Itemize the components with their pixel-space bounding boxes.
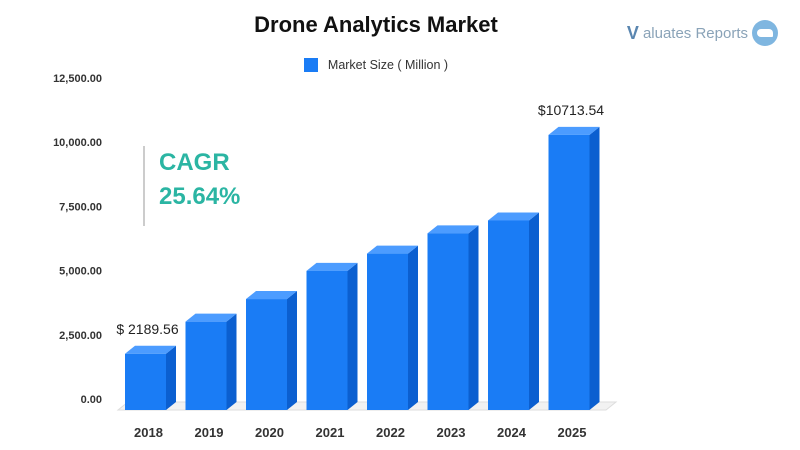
bar-side xyxy=(347,262,358,410)
legend: Market Size ( Million ) xyxy=(0,58,752,72)
x-tick-label: 2024 xyxy=(497,425,527,440)
x-tick-label: 2019 xyxy=(195,425,224,440)
cagr-callout: CAGR 25.64% xyxy=(143,146,240,226)
bar-side xyxy=(166,345,176,410)
x-tick-label: 2023 xyxy=(437,425,466,440)
bar xyxy=(548,134,590,411)
bar-top xyxy=(306,262,358,271)
chart-title: Drone Analytics Market xyxy=(254,12,498,37)
brand-logo: V aluates Reports xyxy=(627,20,778,46)
x-tick-label: 2021 xyxy=(316,425,345,440)
bar xyxy=(427,233,469,410)
bar-top xyxy=(246,291,297,300)
bar-side xyxy=(468,225,479,410)
bar-top xyxy=(185,313,237,322)
data-label: $10713.54 xyxy=(538,102,604,118)
bar-side xyxy=(529,212,539,410)
legend-swatch xyxy=(303,58,318,72)
bar xyxy=(306,270,348,410)
bar-top xyxy=(427,225,479,234)
legend-label: Market Size ( Million ) xyxy=(327,58,449,72)
y-tick-label: 5,000.00 xyxy=(59,266,102,278)
y-tick-label: 2,500.00 xyxy=(59,330,102,342)
bar-top xyxy=(125,345,176,354)
bar-side xyxy=(589,126,600,411)
bar-top xyxy=(488,212,539,221)
bar xyxy=(367,253,408,410)
bar-top xyxy=(548,126,600,135)
y-tick-label: 7,500.00 xyxy=(59,201,102,213)
bar-side xyxy=(226,313,237,410)
bird-icon xyxy=(752,20,778,46)
x-tick-label: 2018 xyxy=(134,425,163,440)
bar xyxy=(488,220,529,410)
data-label: $ 2189.56 xyxy=(116,321,178,337)
bar-top xyxy=(367,245,418,254)
brand-mark: V xyxy=(626,22,639,43)
x-tick-label: 2025 xyxy=(558,425,587,440)
y-tick-label: 0.00 xyxy=(81,394,102,406)
bar xyxy=(185,321,227,410)
brand-text: aluates Reports xyxy=(642,24,748,42)
bar-side xyxy=(408,245,418,410)
bar xyxy=(246,299,287,410)
x-tick-label: 2022 xyxy=(376,425,405,440)
bar xyxy=(125,353,166,410)
x-tick-label: 2020 xyxy=(255,425,284,440)
y-tick-label: 12,500.00 xyxy=(53,73,102,85)
cagr-value: 25.64% xyxy=(159,183,241,210)
cagr-label: CAGR xyxy=(159,149,230,176)
y-tick-label: 10,000.00 xyxy=(53,137,102,149)
bar-side xyxy=(287,291,297,410)
